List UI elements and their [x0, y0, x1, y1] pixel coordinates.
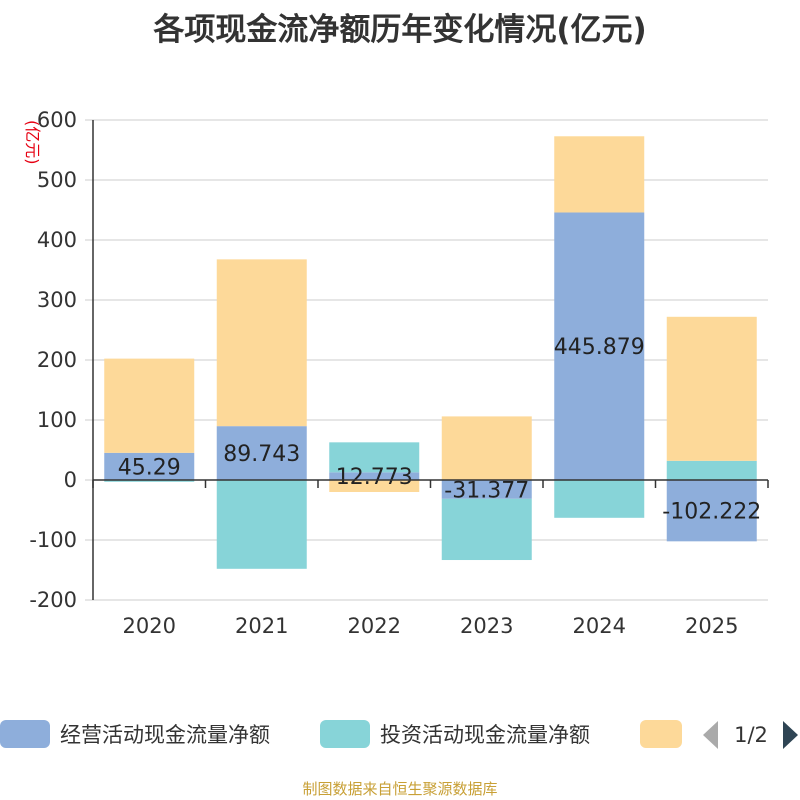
x-tick-label: 2021 — [235, 614, 288, 638]
y-tick-label: 300 — [37, 288, 77, 312]
legend: 经营活动现金流量净额 投资活动现金流量净额 1/2 — [0, 720, 798, 749]
bar-series-2-2024 — [554, 480, 645, 518]
legend-swatch-1[interactable] — [0, 720, 50, 748]
bar-series-1-2022 — [329, 472, 420, 480]
data-label: 445.879 — [554, 335, 645, 360]
legend-label[interactable]: 投资活动现金流量净额 — [380, 723, 590, 747]
x-tick-label: 2025 — [685, 614, 738, 638]
bar-series-3-2022 — [329, 480, 420, 492]
legend-swatch-3[interactable] — [640, 720, 682, 748]
y-tick-label: -200 — [29, 588, 77, 612]
legend-prev-page-icon[interactable] — [703, 721, 718, 749]
y-axis-unit: (亿元) — [23, 120, 42, 165]
x-tick-label: 2022 — [348, 614, 401, 638]
y-tick-label: 400 — [37, 228, 77, 252]
source-note: 制图数据来自恒生聚源数据库 — [302, 780, 498, 798]
y-axis: 600 500 400 300 200 100 0 -100 -200 — [29, 108, 94, 612]
bar-series-2-2025 — [666, 460, 757, 480]
data-label: 89.743 — [223, 442, 300, 467]
data-label: -102.222 — [662, 500, 761, 525]
bar-series-3-2021 — [216, 259, 307, 427]
bar-series-3-2025 — [666, 316, 757, 461]
bar-series-2-2020 — [104, 480, 195, 482]
bars — [104, 136, 757, 569]
y-tick-label: -100 — [29, 528, 77, 552]
bar-series-3-2024 — [554, 136, 645, 213]
bar-series-2-2022 — [329, 442, 420, 473]
bar-series-1-2023 — [441, 480, 532, 499]
data-label: 45.29 — [118, 455, 181, 480]
y-tick-label: 500 — [37, 168, 77, 192]
data-label: 12.773 — [336, 465, 413, 490]
legend-label[interactable]: 经营活动现金流量净额 — [60, 723, 270, 747]
bar-series-1-2021 — [216, 426, 307, 480]
bar-series-1-2024 — [554, 212, 645, 480]
legend-next-page-icon[interactable] — [783, 721, 798, 749]
data-label: -31.377 — [444, 478, 529, 503]
x-tick-label: 2023 — [460, 614, 513, 638]
chart-title: 各项现金流净额历年变化情况(亿元) — [153, 12, 647, 48]
bar-series-1-2025 — [666, 480, 757, 542]
y-tick-label: 100 — [37, 408, 77, 432]
bar-series-1-2020 — [104, 452, 195, 480]
y-tick-label: 200 — [37, 348, 77, 372]
legend-page-indicator: 1/2 — [734, 723, 768, 747]
legend-swatch-2[interactable] — [320, 720, 370, 748]
y-tick-label: 600 — [37, 108, 77, 132]
bar-series-2-2021 — [216, 480, 307, 569]
x-tick-label: 2024 — [573, 614, 626, 638]
bar-series-3-2020 — [104, 358, 195, 453]
x-axis: 2020 2021 2022 2023 2024 2025 — [92, 479, 769, 638]
bar-series-2-2023 — [441, 498, 532, 561]
x-tick-label: 2020 — [123, 614, 176, 638]
y-tick-label: 0 — [64, 468, 77, 492]
bar-series-3-2023 — [441, 416, 532, 480]
data-labels: 45.29 89.743 12.773 -31.377 445.879 -102.222 — [118, 335, 761, 524]
